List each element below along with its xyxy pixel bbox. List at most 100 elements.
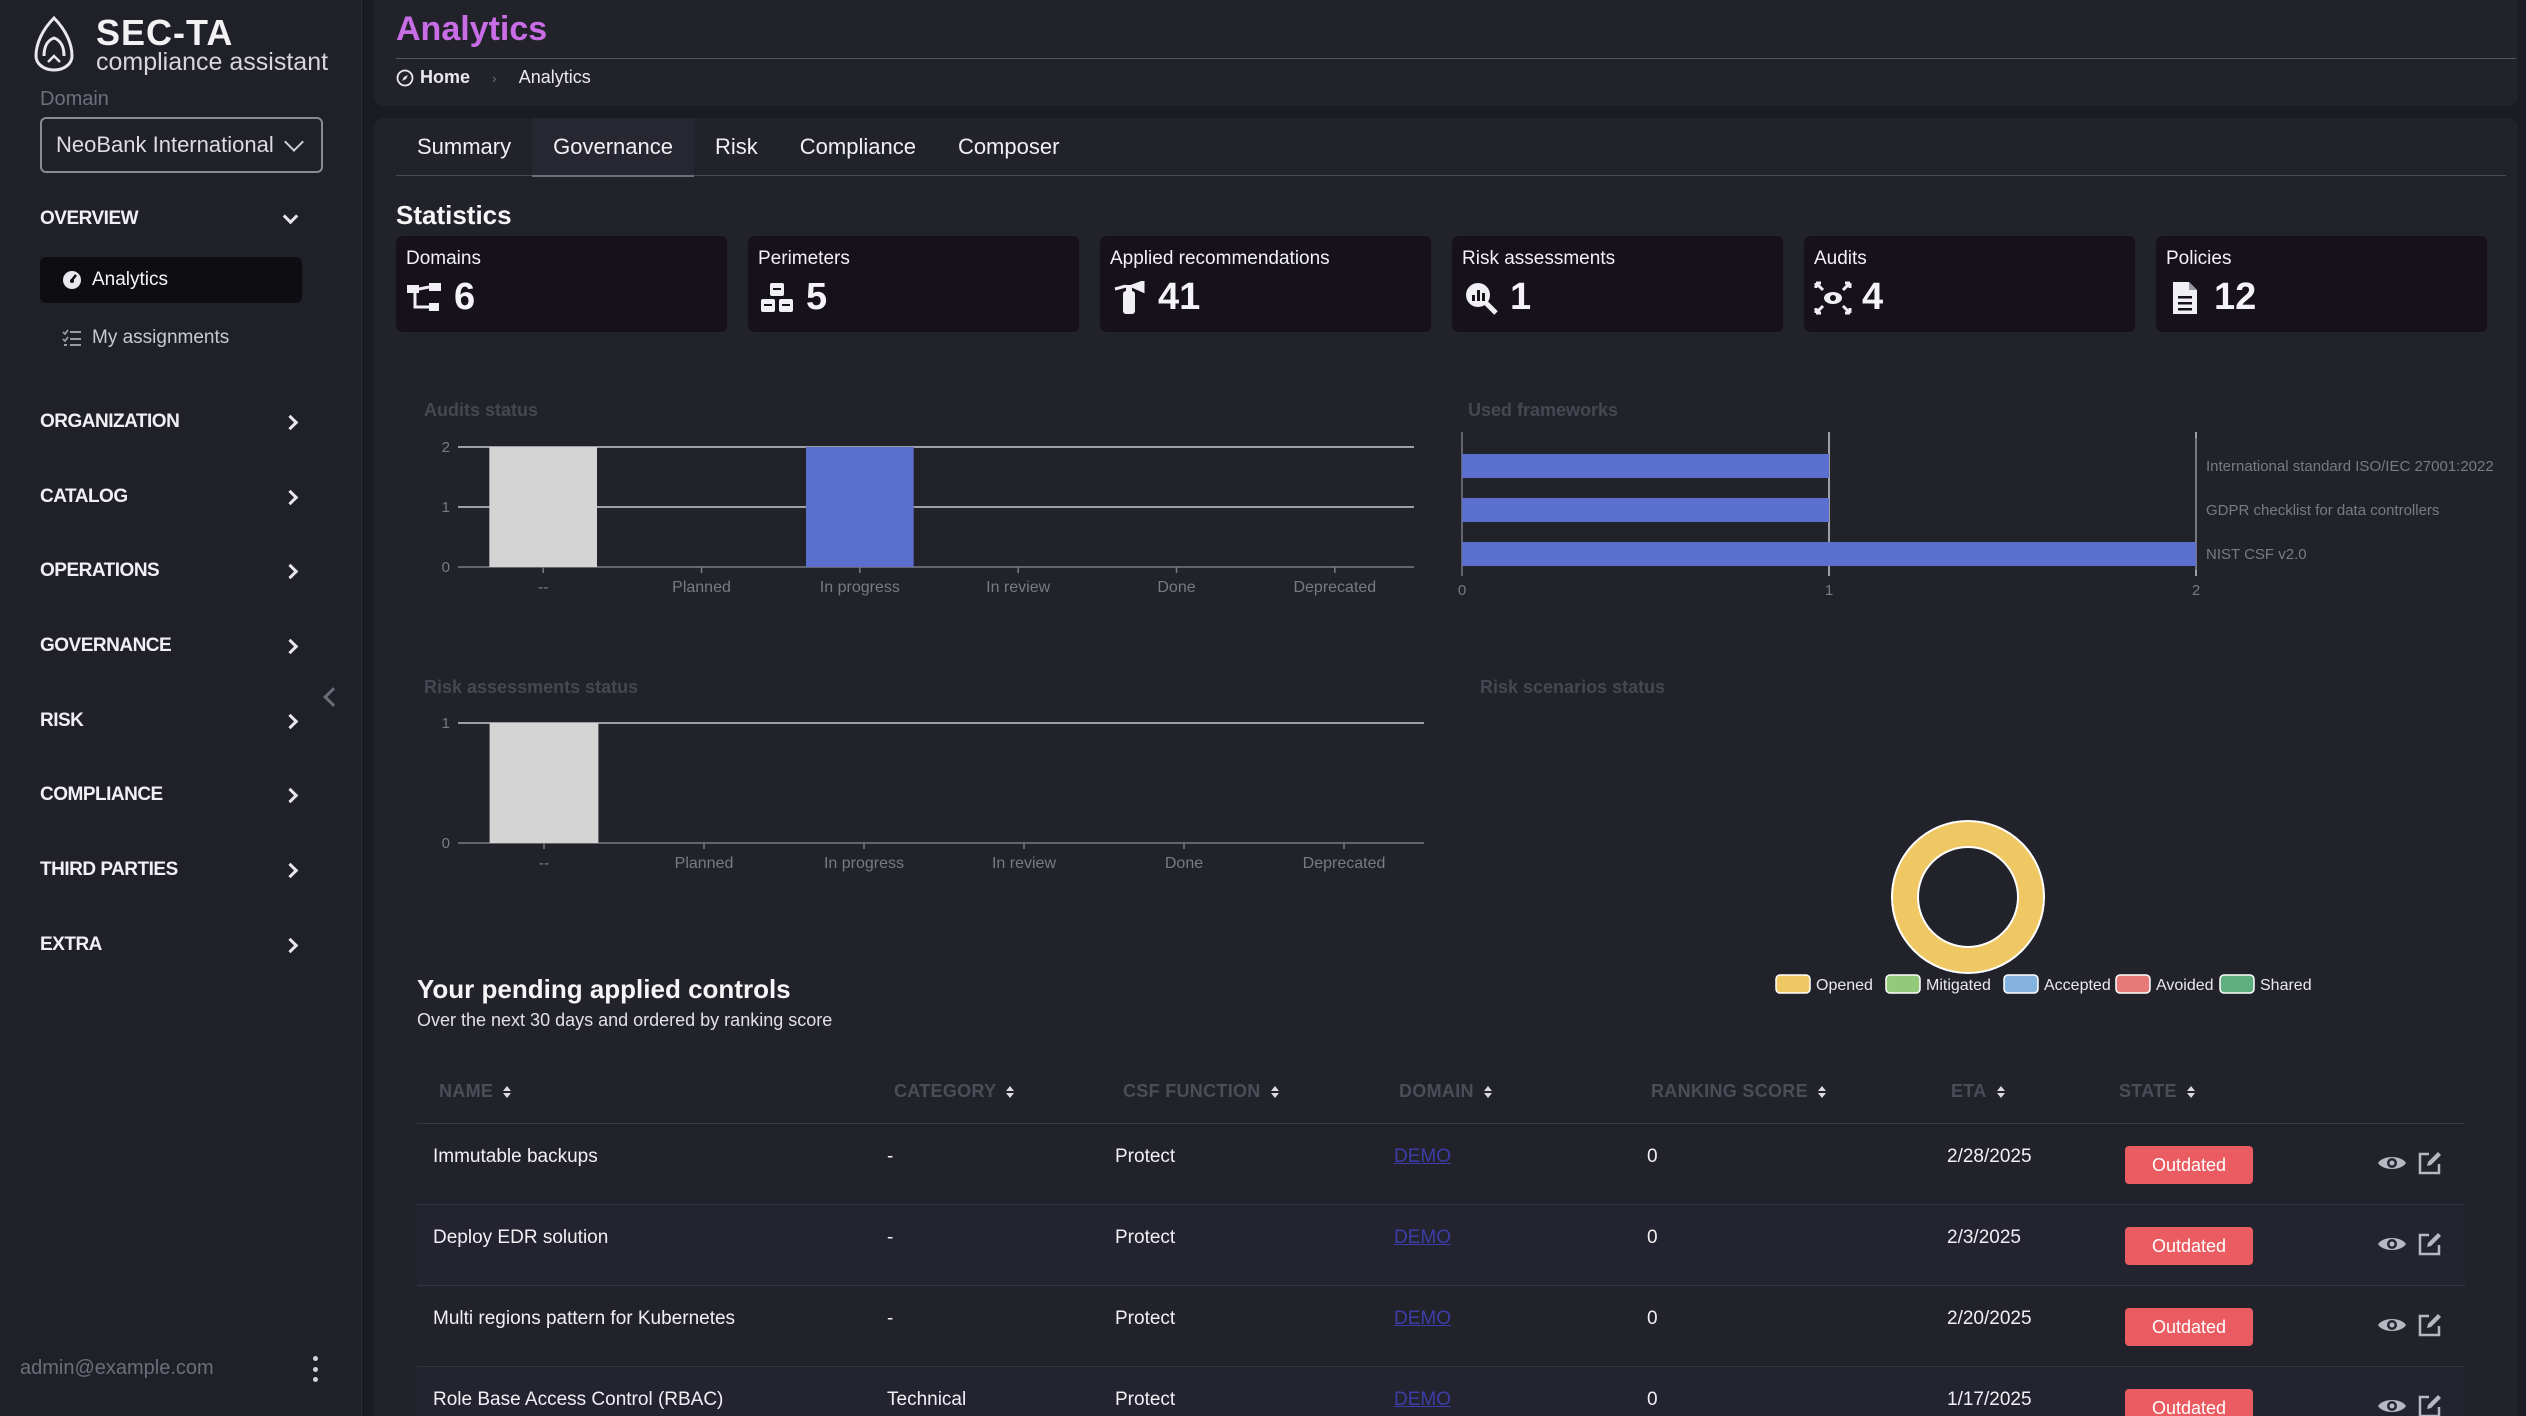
x-tick-label: In progress [820,579,900,596]
cell-csf: Protect [1115,1146,1176,1167]
used-frameworks-svg: 0 1 2 International standard ISO/IEC 27001:… [1458,432,2494,599]
risk-scenarios-status-svg: Opened Mitigated Accepted Avoided Shared [1775,820,2312,994]
stat-card-applied-recommendations: Applied recommendations 41 [1100,236,1431,332]
kebab-menu-icon[interactable] [308,1356,322,1382]
tab-governance[interactable]: Governance [532,118,694,177]
stat-card-risk-assessments: Risk assessments 1 [1452,236,1783,332]
nav-item-my-assignments[interactable]: My assignments [40,315,302,361]
x-tick-label: In progress [824,855,904,872]
cubes-icon [758,281,796,315]
cell-name: Role Base Access Control (RBAC) [433,1389,724,1410]
y-tick-label: 0 [442,835,450,852]
tab-summary[interactable]: Summary [417,134,512,159]
column-header-ranking-score[interactable]: RANKING SCORE [1651,1081,1826,1102]
nav-group-third-parties[interactable]: THIRD PARTIES [40,850,302,890]
y-tick-label: GDPR checklist for data controllers [2206,502,2439,519]
breadcrumb-current: Analytics [518,67,591,87]
stat-value-risk-assessments: 1 [1510,276,1532,318]
y-tick-label: International standard ISO/IEC 27001:202… [2206,458,2494,475]
column-header-csf-function[interactable]: CSF FUNCTION [1123,1081,1279,1102]
domain-select[interactable]: NeoBank International [40,117,323,173]
table-row[interactable]: Immutable backups - Protect DEMO 0 2/28/2025 O… [417,1124,2465,1205]
tab-compliance[interactable]: Compliance [799,134,916,159]
chart-title: Risk scenarios status [1480,677,1666,697]
chevron-right-icon [282,937,299,953]
y-tick-label: NIST CSF v2.0 [2206,546,2307,563]
breadcrumb-home[interactable]: Home [396,67,470,88]
nav-group-governance[interactable]: GOVERNANCE [40,626,302,666]
compass-icon [396,69,414,86]
collapse-sidebar-icon[interactable] [323,687,343,707]
breadcrumb-separator: › [492,69,497,86]
stat-value-applied-recommendations: 41 [1158,276,1201,318]
edit-icon[interactable] [2415,1229,2445,1259]
nav-group-organization[interactable]: ORGANIZATION [40,402,302,442]
breadcrumb: Home › Analytics [396,67,591,88]
cell-category: - [887,1227,894,1248]
risk-scenarios-status-chart: Risk scenarios status Opened Mitigated Acc… [1454,675,2514,1005]
status-badge: Outdated [2125,1389,2253,1416]
table-row[interactable]: Deploy EDR solution - Protect DEMO 0 2/3/2025… [417,1205,2465,1286]
chevron-right-icon [282,713,299,729]
table-header: NAME CATEGORY CSF FUNCTION DOMAIN RANKIN… [417,1060,2465,1124]
sort-icon [1270,1085,1279,1098]
sort-icon [1817,1085,1826,1098]
legend-swatch [1775,974,1811,994]
sort-icon [1483,1085,1492,1098]
pie-slice-border [1891,820,2045,974]
y-tick-label: 1 [442,499,450,516]
stat-value-policies: 12 [2214,276,2257,318]
eye-icon[interactable] [2377,1310,2407,1340]
used-frameworks-chart: Used frameworks 0 1 2 International standar… [1454,398,2514,728]
column-header-state[interactable]: STATE [2119,1081,2195,1102]
column-header-domain[interactable]: DOMAIN [1399,1081,1492,1102]
cell-score: 0 [1647,1146,1658,1167]
table-row[interactable]: Multi regions pattern for Kubernetes - Pro… [417,1286,2465,1367]
nav-group-catalog[interactable]: CATALOG [40,477,302,517]
gauge-icon [62,270,82,290]
domain-link[interactable]: DEMO [1394,1389,1451,1410]
chevron-right-icon [282,787,299,803]
sort-icon [1996,1085,2005,1098]
chevron-right-icon [282,414,299,430]
edit-icon[interactable] [2415,1391,2445,1416]
cell-csf: Protect [1115,1227,1176,1248]
nav-group-overview[interactable]: OVERVIEW [40,199,302,239]
eye-icon[interactable] [2377,1391,2407,1416]
cell-csf: Protect [1115,1308,1176,1329]
status-badge: Outdated [2125,1227,2253,1265]
eye-icon[interactable] [2377,1148,2407,1178]
edit-icon[interactable] [2415,1148,2445,1178]
cell-score: 0 [1647,1227,1658,1248]
domain-link[interactable]: DEMO [1394,1146,1451,1167]
y-tick-label: 0 [442,559,450,576]
tab-bar: Summary Governance Risk Compliance Compo… [396,118,2506,177]
bar [1462,542,2196,566]
nav-group-risk[interactable]: RISK [40,701,302,741]
nav-group-compliance[interactable]: COMPLIANCE [40,775,302,815]
sort-icon [1006,1085,1015,1098]
column-header-eta[interactable]: ETA [1951,1081,2005,1102]
eye-icon[interactable] [2377,1229,2407,1259]
column-header-name[interactable]: NAME [439,1081,512,1102]
column-header-category[interactable]: CATEGORY [894,1081,1015,1102]
edit-icon[interactable] [2415,1310,2445,1340]
nav-item-analytics[interactable]: Analytics [40,257,302,303]
risk-assessments-status-svg: 0 1 -- Planned In progress In review Done Depre… [442,715,1424,872]
bar [1462,498,1829,522]
list-check-icon [62,328,82,348]
tab-composer[interactable]: Composer [957,134,1060,159]
x-tick-label: In review [992,855,1056,872]
table-row[interactable]: Role Base Access Control (RBAC) Technical… [417,1367,2465,1416]
legend-label: Avoided [2156,977,2214,994]
tab-risk[interactable]: Risk [714,134,758,159]
nav-group-extra[interactable]: EXTRA [40,925,302,965]
stat-card-domains: Domains 6 [396,236,727,332]
audits-status-chart: Audits status 0 1 2 -- Planned In progress In … [414,398,1414,728]
nav-group-operations[interactable]: OPERATIONS [40,551,302,591]
bar [489,723,599,843]
x-tick-label: 2 [2192,582,2200,599]
domain-link[interactable]: DEMO [1394,1227,1451,1248]
domain-link[interactable]: DEMO [1394,1308,1451,1329]
cell-eta: 1/17/2025 [1947,1389,2032,1410]
